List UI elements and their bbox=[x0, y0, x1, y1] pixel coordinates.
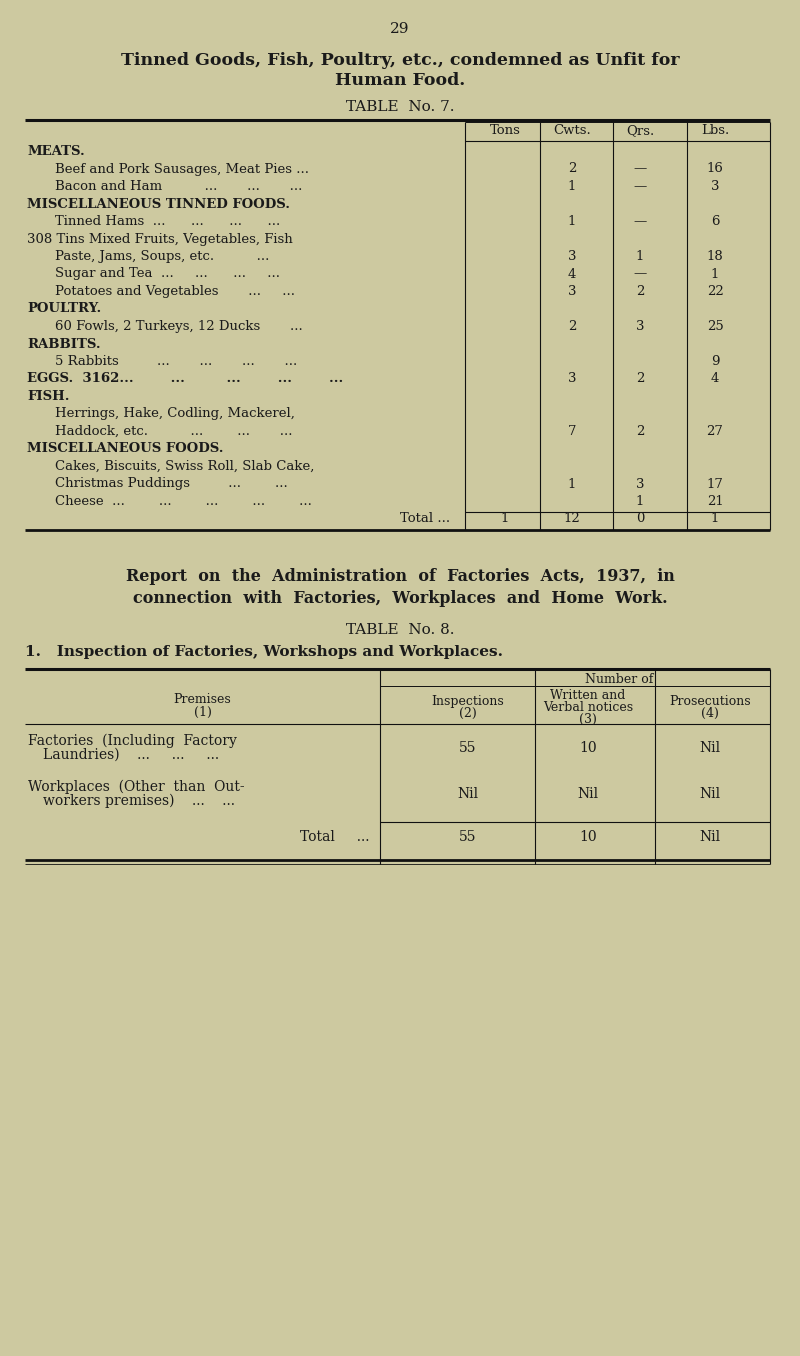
Text: TABLE  No. 7.: TABLE No. 7. bbox=[346, 100, 454, 114]
Text: Tons: Tons bbox=[490, 123, 521, 137]
Text: 1: 1 bbox=[711, 267, 719, 281]
Text: 1: 1 bbox=[568, 477, 576, 491]
Text: connection  with  Factories,  Workplaces  and  Home  Work.: connection with Factories, Workplaces an… bbox=[133, 590, 667, 607]
Text: Bacon and Ham          ...       ...       ...: Bacon and Ham ... ... ... bbox=[55, 180, 302, 193]
Text: Nil: Nil bbox=[699, 830, 721, 843]
Text: EGGS.  3162...        ...         ...        ...        ...: EGGS. 3162... ... ... ... ... bbox=[27, 373, 343, 385]
Text: (4): (4) bbox=[701, 706, 719, 720]
Text: 2: 2 bbox=[568, 320, 576, 334]
Text: RABBITS.: RABBITS. bbox=[27, 338, 101, 350]
Text: Prosecutions: Prosecutions bbox=[669, 696, 751, 708]
Text: 29: 29 bbox=[390, 22, 410, 37]
Text: Sugar and Tea  ...     ...      ...     ...: Sugar and Tea ... ... ... ... bbox=[55, 267, 280, 281]
Text: 22: 22 bbox=[706, 285, 723, 298]
Text: 1.   Inspection of Factories, Workshops and Workplaces.: 1. Inspection of Factories, Workshops an… bbox=[25, 645, 503, 659]
Text: 3: 3 bbox=[568, 285, 576, 298]
Text: 55: 55 bbox=[459, 830, 477, 843]
Text: Verbal notices: Verbal notices bbox=[543, 701, 633, 715]
Text: MISCELLANEOUS TINNED FOODS.: MISCELLANEOUS TINNED FOODS. bbox=[27, 198, 290, 210]
Text: FISH.: FISH. bbox=[27, 391, 70, 403]
Text: Premises: Premises bbox=[174, 693, 231, 706]
Text: 2: 2 bbox=[636, 424, 644, 438]
Text: Tinned Goods, Fish, Poultry, etc., condemned as Unfit for: Tinned Goods, Fish, Poultry, etc., conde… bbox=[121, 52, 679, 69]
Text: Human Food.: Human Food. bbox=[335, 72, 465, 89]
Text: MISCELLANEOUS FOODS.: MISCELLANEOUS FOODS. bbox=[27, 442, 223, 456]
Text: 55: 55 bbox=[459, 740, 477, 755]
Text: Nil: Nil bbox=[578, 786, 598, 801]
Text: 3: 3 bbox=[710, 180, 719, 193]
Text: 3: 3 bbox=[568, 250, 576, 263]
Text: Factories  (Including  Factory: Factories (Including Factory bbox=[28, 734, 237, 749]
Text: 16: 16 bbox=[706, 163, 723, 175]
Text: workers premises)    ...    ...: workers premises) ... ... bbox=[43, 795, 235, 808]
Text: Lbs.: Lbs. bbox=[701, 123, 729, 137]
Text: Cwts.: Cwts. bbox=[553, 123, 591, 137]
Text: 2: 2 bbox=[636, 373, 644, 385]
Text: 5 Rabbits         ...       ...       ...       ...: 5 Rabbits ... ... ... ... bbox=[55, 355, 298, 367]
Text: Herrings, Hake, Codling, Mackerel,: Herrings, Hake, Codling, Mackerel, bbox=[55, 408, 295, 420]
Text: 12: 12 bbox=[564, 513, 580, 526]
Text: 1: 1 bbox=[636, 495, 644, 508]
Text: 17: 17 bbox=[706, 477, 723, 491]
Text: 9: 9 bbox=[710, 355, 719, 367]
Text: 4: 4 bbox=[568, 267, 576, 281]
Text: Report  on  the  Administration  of  Factories  Acts,  1937,  in: Report on the Administration of Factorie… bbox=[126, 568, 674, 584]
Text: —: — bbox=[634, 180, 646, 193]
Text: Cheese  ...        ...        ...        ...        ...: Cheese ... ... ... ... ... bbox=[55, 495, 312, 508]
Text: 25: 25 bbox=[706, 320, 723, 334]
Text: (1): (1) bbox=[194, 706, 211, 719]
Text: 3: 3 bbox=[636, 477, 644, 491]
Text: Haddock, etc.          ...        ...       ...: Haddock, etc. ... ... ... bbox=[55, 424, 293, 438]
Text: 10: 10 bbox=[579, 830, 597, 843]
Text: Potatoes and Vegetables       ...     ...: Potatoes and Vegetables ... ... bbox=[55, 285, 295, 298]
Text: —: — bbox=[634, 216, 646, 228]
Text: 2: 2 bbox=[568, 163, 576, 175]
Text: Total ...: Total ... bbox=[400, 513, 450, 526]
Text: Paste, Jams, Soups, etc.          ...: Paste, Jams, Soups, etc. ... bbox=[55, 250, 270, 263]
Text: (2): (2) bbox=[459, 706, 477, 720]
Text: 0: 0 bbox=[636, 513, 644, 526]
Text: 308 Tins Mixed Fruits, Vegetables, Fish: 308 Tins Mixed Fruits, Vegetables, Fish bbox=[27, 232, 293, 245]
Text: Nil: Nil bbox=[458, 786, 478, 801]
Text: 2: 2 bbox=[636, 285, 644, 298]
Text: 1: 1 bbox=[568, 216, 576, 228]
Text: Qrs.: Qrs. bbox=[626, 123, 654, 137]
Text: Number of: Number of bbox=[585, 673, 653, 686]
Text: Laundries)    ...     ...     ...: Laundries) ... ... ... bbox=[43, 749, 219, 762]
Text: Inspections: Inspections bbox=[432, 696, 504, 708]
Text: 4: 4 bbox=[711, 373, 719, 385]
Text: 1: 1 bbox=[568, 180, 576, 193]
Text: POULTRY.: POULTRY. bbox=[27, 302, 102, 316]
Text: Cakes, Biscuits, Swiss Roll, Slab Cake,: Cakes, Biscuits, Swiss Roll, Slab Cake, bbox=[55, 460, 314, 473]
Text: 27: 27 bbox=[706, 424, 723, 438]
Text: Total     ...: Total ... bbox=[301, 830, 370, 843]
Text: Workplaces  (Other  than  Out-: Workplaces (Other than Out- bbox=[28, 780, 245, 795]
Text: 1: 1 bbox=[636, 250, 644, 263]
Text: Written and: Written and bbox=[550, 689, 626, 702]
Text: 60 Fowls, 2 Turkeys, 12 Ducks       ...: 60 Fowls, 2 Turkeys, 12 Ducks ... bbox=[55, 320, 302, 334]
Text: 10: 10 bbox=[579, 740, 597, 755]
Text: (3): (3) bbox=[579, 713, 597, 725]
Text: Christmas Puddings         ...        ...: Christmas Puddings ... ... bbox=[55, 477, 288, 491]
Text: MEATS.: MEATS. bbox=[27, 145, 85, 159]
Text: —: — bbox=[634, 163, 646, 175]
Text: 18: 18 bbox=[706, 250, 723, 263]
Text: Nil: Nil bbox=[699, 786, 721, 801]
Text: 1: 1 bbox=[711, 513, 719, 526]
Text: Nil: Nil bbox=[699, 740, 721, 755]
Text: 3: 3 bbox=[568, 373, 576, 385]
Text: 1: 1 bbox=[501, 513, 509, 526]
Text: —: — bbox=[634, 267, 646, 281]
Text: Beef and Pork Sausages, Meat Pies ...: Beef and Pork Sausages, Meat Pies ... bbox=[55, 163, 309, 175]
Text: 21: 21 bbox=[706, 495, 723, 508]
Text: Tinned Hams  ...      ...      ...      ...: Tinned Hams ... ... ... ... bbox=[55, 216, 280, 228]
Text: TABLE  No. 8.: TABLE No. 8. bbox=[346, 622, 454, 637]
Text: 6: 6 bbox=[710, 216, 719, 228]
Text: 3: 3 bbox=[636, 320, 644, 334]
Text: 7: 7 bbox=[568, 424, 576, 438]
